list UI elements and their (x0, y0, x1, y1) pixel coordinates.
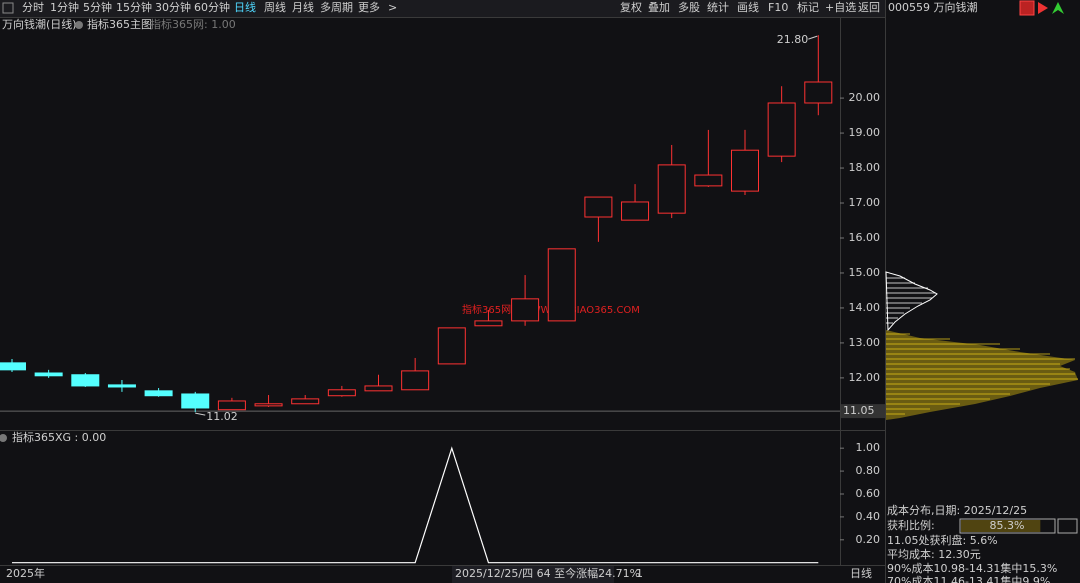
candle-body (804, 81, 833, 104)
y-tick-label: 13.00 (849, 336, 881, 349)
candle-body (181, 393, 210, 409)
chart-subtitle: 指标365主图 (87, 17, 152, 31)
toolbar-item[interactable]: 月线 (292, 0, 314, 14)
toolbar (0, 0, 885, 17)
y-tick-label: 15.00 (849, 266, 881, 279)
toolbar-item[interactable]: 周线 (264, 0, 286, 14)
y-tick-label: 0.60 (856, 487, 881, 500)
cost-date: 成本分布,日期: 2025/12/25 (887, 503, 1027, 517)
profile-lines (886, 277, 936, 324)
profile-lines (886, 333, 1078, 415)
icon[interactable] (1019, 0, 1035, 16)
toolbar-item[interactable]: 日线 (234, 0, 256, 14)
candle-body (694, 174, 723, 187)
candle-body (291, 398, 320, 405)
y-tick-label: 0.20 (856, 533, 881, 546)
candle-body (731, 149, 759, 192)
y-tick-label: 14.00 (849, 301, 881, 314)
price-marker-bg (841, 404, 885, 419)
candle-body (144, 390, 173, 397)
candle-body (364, 385, 393, 392)
profit-bar (961, 520, 1041, 532)
arrow (195, 412, 206, 416)
bottom-year: 2025年 (6, 566, 45, 580)
y-tick-label: 19.00 (849, 126, 881, 139)
period-label: 日线 (850, 566, 872, 580)
toolbar-item[interactable]: 更多 (358, 0, 380, 14)
y-tick-label: 12.00 (849, 371, 881, 384)
toolbar-item[interactable]: 复权 (620, 0, 642, 14)
candle-body (34, 372, 63, 377)
toolbar-item[interactable]: 多股 (678, 0, 700, 14)
arrow (808, 35, 818, 40)
candle-body (401, 370, 430, 391)
gear-icon[interactable] (75, 21, 83, 29)
toolbar-item[interactable]: 1分钟 (50, 0, 79, 14)
y-tick-label: 16.00 (849, 231, 881, 244)
candle-body (71, 374, 100, 387)
indicator-line (12, 446, 819, 564)
high-label: 21.80 (777, 33, 809, 46)
candle-body (0, 362, 26, 371)
cost-line: 平均成本: 12.30元 (887, 547, 981, 561)
cost-line: 70%成本11.46-13.41集中9.9% (887, 574, 1050, 583)
toolbar-item[interactable]: 画线 (737, 0, 759, 14)
toolbar-item[interactable]: 返回 (858, 1, 880, 14)
icon[interactable] (1038, 2, 1048, 14)
toolbar-item[interactable]: 15分钟 (116, 0, 152, 14)
candle-body (474, 320, 503, 327)
profit-ratio-label: 85.3% (990, 519, 1025, 532)
cost-line: 11.05处获利盘: 5.6% (887, 533, 998, 547)
y-tick-label: 0.80 (856, 464, 881, 477)
menu-icon[interactable] (2, 2, 14, 14)
cost-line: 90%成本10.98-14.31集中15.3% (887, 561, 1057, 575)
arrow[interactable]: > (388, 1, 397, 14)
icon[interactable] (1052, 2, 1064, 14)
price-marker-label: 11.05 (843, 404, 875, 417)
toolbar-item[interactable]: 60分钟 (194, 0, 230, 14)
candle-body (437, 327, 466, 365)
toolbar-item[interactable]: 标记 (797, 0, 819, 14)
profit-bar-frame (959, 518, 1056, 534)
page-number: 1 (636, 567, 643, 580)
candle-body (767, 102, 796, 157)
toolbar-item[interactable]: 5分钟 (83, 0, 112, 14)
button[interactable] (1057, 518, 1078, 534)
toolbar-item[interactable]: 分时 (22, 1, 44, 14)
candle-body (621, 201, 650, 221)
chart-title: 万向钱潮(日线) (2, 17, 77, 31)
candle-body (547, 248, 576, 322)
bottom-status: 2025/12/25/四 64 至今涨幅24.71% (455, 566, 640, 580)
candle-body (327, 389, 356, 397)
low-label: 11.02 (206, 410, 238, 423)
indicator-title: 指标365XG : 0.00 (12, 430, 106, 444)
y-tick-label: 1.00 (856, 441, 881, 454)
candle-body (217, 400, 246, 411)
candle-body (584, 196, 613, 218)
toolbar-item[interactable]: 30分钟 (155, 0, 191, 14)
candle-body (254, 403, 283, 407)
y-tick-label: 0.40 (856, 510, 881, 523)
toolbar-item[interactable]: +自选 (825, 1, 856, 14)
toolbar-item[interactable]: F10 (768, 1, 788, 14)
legend-text: 指标365网: 1.00 (150, 17, 236, 31)
candle-body (657, 164, 686, 214)
profile-white (885, 271, 938, 332)
candle-body (107, 384, 136, 388)
toolbar-item[interactable]: 统计 (707, 1, 729, 14)
y-tick-label: 20.00 (849, 91, 881, 104)
profile-yellow (886, 330, 1078, 420)
candle-body (511, 298, 540, 322)
gear-icon[interactable] (0, 434, 7, 442)
status-box (452, 566, 614, 583)
stock-title: 000559 万向钱潮 (888, 0, 978, 14)
y-tick-label: 17.00 (849, 196, 881, 209)
toolbar-item[interactable]: 叠加 (648, 1, 670, 14)
y-tick-label: 18.00 (849, 161, 881, 174)
profit-label: 获利比例: (887, 518, 935, 532)
toolbar-item[interactable]: 多周期 (320, 0, 353, 14)
